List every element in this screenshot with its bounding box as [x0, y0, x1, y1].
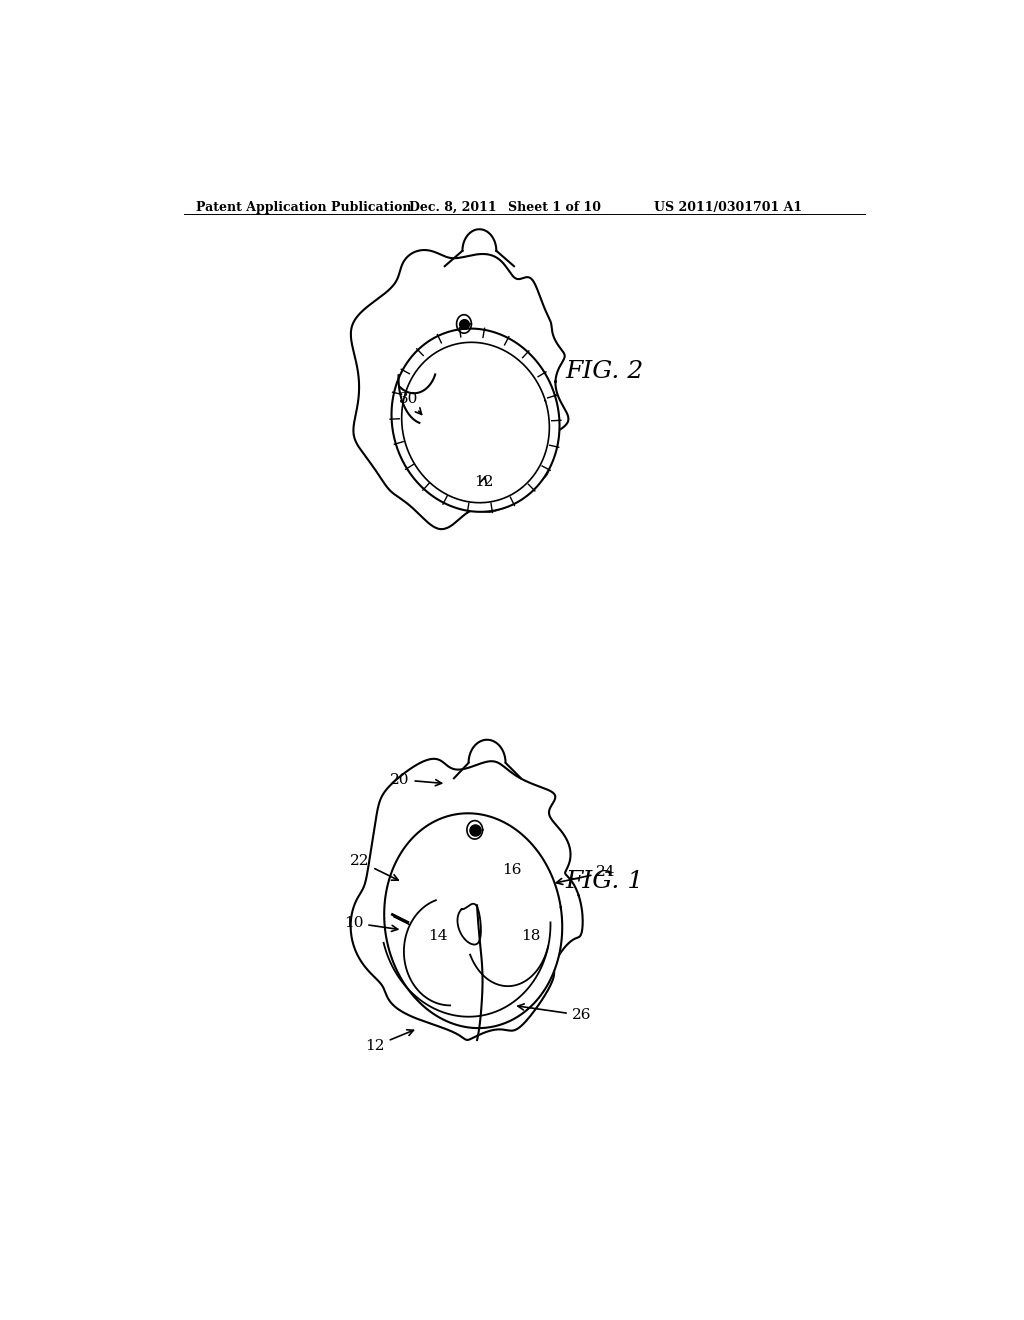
Polygon shape: [384, 813, 562, 1028]
Text: Patent Application Publication: Patent Application Publication: [196, 201, 412, 214]
Polygon shape: [391, 329, 559, 512]
Text: FIG. 2: FIG. 2: [565, 360, 644, 383]
Text: US 2011/0301701 A1: US 2011/0301701 A1: [654, 201, 802, 214]
Text: 10: 10: [344, 916, 397, 932]
Text: 14: 14: [429, 929, 449, 942]
Text: FIG. 1: FIG. 1: [565, 870, 644, 894]
Text: 26: 26: [518, 1005, 591, 1022]
Polygon shape: [351, 249, 568, 529]
Text: 16: 16: [503, 863, 522, 878]
Text: 20: 20: [390, 772, 441, 787]
Polygon shape: [350, 759, 583, 1040]
Text: 22: 22: [350, 854, 398, 880]
Text: 24: 24: [556, 865, 615, 884]
Text: Sheet 1 of 10: Sheet 1 of 10: [508, 201, 601, 214]
Text: 18: 18: [521, 929, 541, 942]
Text: Dec. 8, 2011: Dec. 8, 2011: [410, 201, 497, 214]
Text: 30: 30: [398, 392, 422, 414]
Text: 12: 12: [474, 475, 494, 488]
Text: 12: 12: [366, 1030, 414, 1053]
